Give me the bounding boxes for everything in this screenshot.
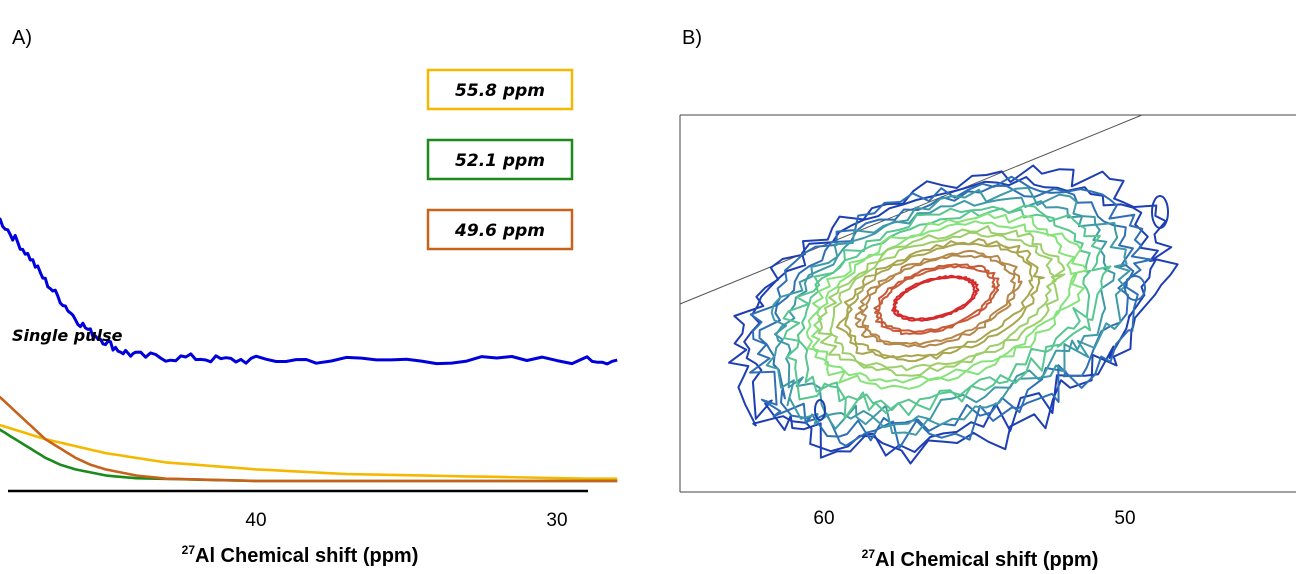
panel-a-legend: 55.8 ppm 52.1 ppm 49.6 ppm bbox=[428, 70, 572, 249]
panel-b-tick-labels: 60 50 bbox=[813, 508, 1135, 529]
panel-b-label: B) bbox=[682, 27, 702, 49]
panel-b: B) 60 50 27Al Chemical shift (ppm) bbox=[680, 27, 1296, 571]
panel-b-tick-label: 60 bbox=[813, 508, 834, 529]
single-pulse-annotation: Single pulse bbox=[12, 326, 123, 345]
legend-label: 49.6 ppm bbox=[454, 221, 545, 241]
contour-line-level-10 bbox=[892, 276, 978, 321]
panel-a-tick-label: 40 bbox=[245, 510, 266, 531]
panel-b-contours bbox=[729, 166, 1178, 464]
panel-a-tick-label: 30 bbox=[546, 510, 567, 531]
contour-line-level-10 bbox=[895, 277, 976, 319]
legend-label: 52.1 ppm bbox=[455, 151, 545, 171]
panel-a-label: A) bbox=[12, 27, 32, 49]
series-line-single-pulse bbox=[0, 16, 617, 364]
series-line-component-3 bbox=[0, 390, 617, 481]
panel-b-x-axis-title-text: Al Chemical shift (ppm) bbox=[875, 549, 1098, 571]
series-line-component-1 bbox=[0, 151, 617, 481]
panel-a-tick-labels: 807060504030 bbox=[0, 510, 568, 531]
series-line-component-2 bbox=[0, 351, 617, 481]
panel-b-tick-label: 50 bbox=[1114, 508, 1135, 529]
panel-a-x-axis-title-text: Al Chemical shift (ppm) bbox=[195, 545, 418, 567]
panel-a-x-axis-title-sup: 27 bbox=[182, 543, 196, 557]
contour-island bbox=[1152, 196, 1168, 228]
legend-label: 55.8 ppm bbox=[455, 81, 545, 101]
panel-b-x-axis-title-sup: 27 bbox=[862, 547, 876, 561]
panel-a: A) 807060504030 Single pulse 55.8 ppm52.… bbox=[0, 16, 617, 567]
panel-b-x-axis-title: 27Al Chemical shift (ppm) bbox=[862, 547, 1099, 571]
panel-a-x-axis-title: 27Al Chemical shift (ppm) bbox=[182, 543, 419, 567]
